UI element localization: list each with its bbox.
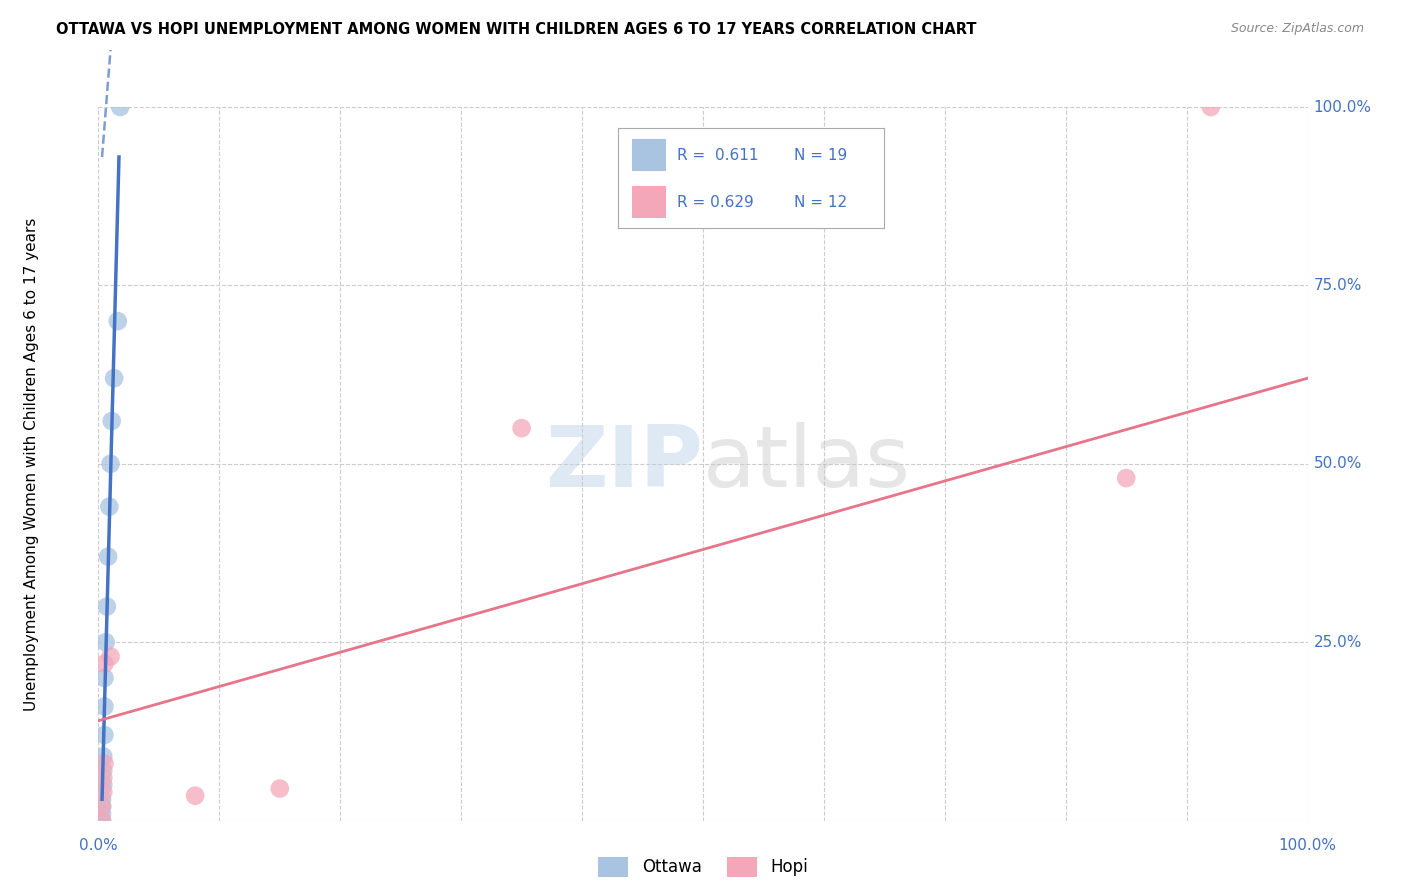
Text: 25.0%: 25.0% [1313, 635, 1362, 649]
Point [100, 457, 122, 471]
Point [97, 549, 120, 564]
Point [93, 657, 115, 671]
Text: Unemployment Among Women with Children Ages 6 to 17 years: Unemployment Among Women with Children A… [24, 217, 39, 711]
Text: 75.0%: 75.0% [1313, 278, 1362, 293]
Point [98, 500, 121, 514]
Point [91, 799, 114, 814]
Bar [631, 186, 666, 219]
Point [91, 785, 114, 799]
Text: R =  0.611: R = 0.611 [676, 148, 758, 163]
Bar [631, 139, 666, 171]
Point [100, 414, 122, 428]
Text: N = 12: N = 12 [794, 194, 846, 210]
Point [93, 728, 115, 742]
Point [108, 100, 131, 114]
Point [93, 699, 115, 714]
Point [94, 635, 117, 649]
Point [510, 421, 533, 435]
Point [103, 371, 125, 385]
Point [91, 764, 114, 778]
Point [91, 778, 114, 792]
Text: 100.0%: 100.0% [1278, 838, 1337, 854]
Text: 50.0%: 50.0% [1313, 457, 1362, 471]
Point [96, 599, 118, 614]
Text: Source: ZipAtlas.com: Source: ZipAtlas.com [1230, 22, 1364, 36]
Point [1115, 471, 1137, 485]
Point [107, 314, 129, 328]
Point [93, 756, 115, 771]
Text: ZIP: ZIP [546, 422, 703, 506]
Point [91, 799, 114, 814]
Point [91, 792, 114, 806]
Legend: Ottawa, Hopi: Ottawa, Hopi [599, 857, 807, 877]
Text: R = 0.629: R = 0.629 [676, 194, 754, 210]
Point [100, 649, 122, 664]
Text: 0.0%: 0.0% [79, 838, 118, 854]
Text: N = 19: N = 19 [794, 148, 848, 163]
Point [93, 671, 115, 685]
Point [91, 806, 114, 821]
Point [184, 789, 207, 803]
Point [91, 771, 114, 785]
Point [91, 814, 114, 828]
Point [91, 814, 114, 828]
Point [91, 749, 114, 764]
Text: atlas: atlas [703, 422, 911, 506]
Text: 100.0%: 100.0% [1313, 100, 1372, 114]
Point [269, 781, 291, 796]
Point [1199, 100, 1222, 114]
Text: OTTAWA VS HOPI UNEMPLOYMENT AMONG WOMEN WITH CHILDREN AGES 6 TO 17 YEARS CORRELA: OTTAWA VS HOPI UNEMPLOYMENT AMONG WOMEN … [56, 22, 977, 37]
